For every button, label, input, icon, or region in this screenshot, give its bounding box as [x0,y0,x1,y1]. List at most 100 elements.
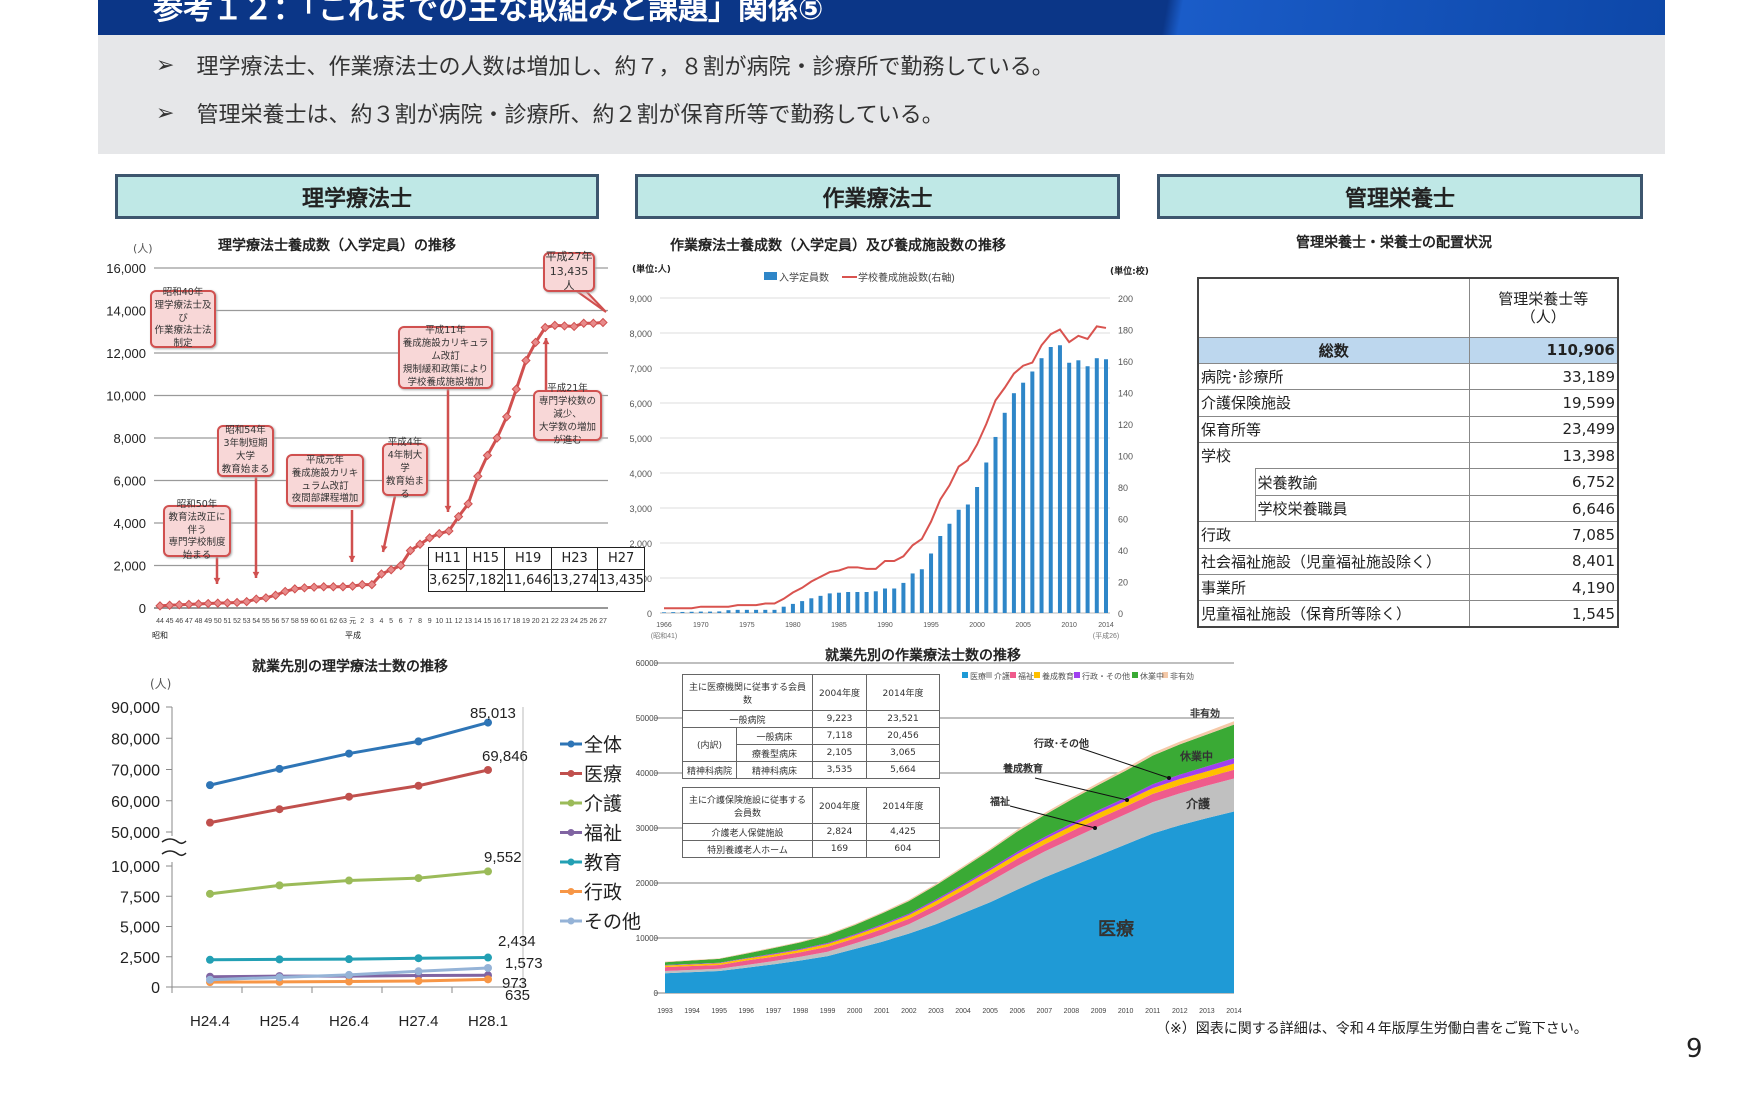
data-point [206,889,214,898]
x-tick-label: 18 [512,618,520,625]
intake-bar [938,536,943,613]
pt-intake-point [550,320,560,331]
table-cell: 7,118 [812,727,867,745]
x-tick-label: 2001 [874,1008,890,1015]
table-cell: 精神科病床 [736,761,813,779]
data-point [275,764,284,773]
x-tick-label: H28.1 [468,1013,508,1030]
pt-intake-point [405,545,416,556]
y-tick-label: 40000 [636,769,659,778]
table-row: 学校 13,398 [1197,442,1619,470]
pt-intake-point [251,594,262,604]
intake-bar [717,611,722,613]
x-tick-label: 2000 [969,622,985,629]
x-tick-label: 2008 [1064,1008,1080,1015]
y-tick-label-left: 8,000 [629,329,652,339]
intake-bar [689,611,694,613]
row-value: 110,906 [1468,336,1619,364]
area-label: 行政･その他 [1033,737,1089,750]
x-tick-label: 元 [349,617,356,625]
label-arrow [1034,777,1128,801]
x-tick-label: 1995 [711,1008,727,1015]
table-row: 事業所 4,190 [1197,574,1619,602]
pt-intake-point [424,533,435,543]
table-header-row: 管理栄養士等 （人） [1197,277,1619,338]
data-point [345,749,353,758]
area-label: 介護 [1185,796,1211,811]
data-point [484,718,492,727]
data-point [484,867,492,876]
intake-bar [809,598,814,613]
x-tick-label: 1995 [923,622,939,629]
legend-marker-icon [567,740,575,748]
x-tick-label: 55 [262,618,270,625]
table-row: 一般病院 9,223 23,521 [682,710,940,728]
table-header-row: 主に介護保険施設に従事する会員数 2004年度 2014年度 [682,787,940,824]
table-cell: 604 [866,840,940,858]
table-row: 介護老人保健施設 2,824 4,425 [682,823,940,841]
table-cell: 23,521 [866,710,940,728]
pt-intake-point [280,586,290,597]
pt-intake-point [598,317,608,328]
y-tick-label-right: 160 [1118,357,1133,367]
table-cell: 7,182 [466,569,506,592]
table-row: 精神科病院 精神科病床 3,535 5,664 [682,761,940,779]
legend-label: 医療 [970,671,986,681]
data-point [414,976,423,985]
table-cell: 5,664 [866,761,940,779]
intake-bar [671,612,676,613]
x-tick-label: 21 [541,618,549,625]
intake-bar [965,504,970,613]
table-cell: (内訳) [682,727,737,762]
x-tick-label: 8 [418,618,422,625]
section-header-pt: 理学療法士 [115,174,599,219]
data-point [414,967,423,976]
x-tick-label: 2007 [1037,1008,1053,1015]
arrowhead-icon [213,577,221,584]
legend-label: その他 [584,911,641,933]
area-label: 福祉 [989,795,1010,808]
row-value: 33,189 [1468,362,1619,391]
x-tick-label: 2011 [1145,1008,1160,1015]
intake-bar [1094,358,1099,613]
intake-bar [901,582,906,613]
y-tick-label-right: 140 [1118,389,1133,399]
x-tick-label: 47 [185,618,193,625]
x-tick-label: 3 [370,618,374,625]
intake-bar [1067,362,1072,613]
table-cell: 3,625 [427,569,468,592]
x-tick-label: 46 [175,618,183,625]
table-cell: 20,456 [866,727,940,745]
table-cell: 2,824 [812,823,867,841]
pt-intake-point [184,599,194,610]
y-tick-label-left: 9,000 [629,294,652,304]
arrowhead-icon [1125,798,1129,802]
x-tick-label: 11 [445,618,452,625]
table-header-row: H11 H15 H19 H23 H27 [427,547,645,570]
x-sub-label: (平成26) [1093,631,1119,640]
page-title: 参考１２：「これまでの主な取組みと課題」関係⑤ [153,0,824,27]
intake-bar [1002,412,1007,613]
pt-intake-point [347,581,358,591]
legend-label: 学校養成施設数(右軸) [858,271,955,284]
axis-break-icon [161,838,187,857]
intake-bar [993,436,998,613]
pt-intake-point [164,600,175,610]
x-tick-label: 51 [224,618,232,625]
data-label: 69,846 [482,748,528,765]
pt-intake-point [155,601,165,611]
data-point [345,970,353,979]
y-tick-label-right: 100 [1118,452,1133,462]
intake-bar [855,592,860,613]
row-label: 栄養教諭 [1254,468,1470,496]
ot-intake-title: 作業療法士養成数（入学定員）及び養成施設数の推移 [670,238,1006,254]
x-tick-label: 61 [320,618,328,625]
area-6 [665,721,1234,963]
table-row: 特別養護老人ホーム 169 604 [682,840,940,858]
y-tick-label: 6,000 [113,474,146,489]
pt-intake-point [338,582,348,592]
x-tick-label: 5 [389,618,393,625]
arrowhead-icon [444,505,452,512]
era-label: 昭和 [152,631,168,640]
row-label: 学校 [1197,442,1470,469]
